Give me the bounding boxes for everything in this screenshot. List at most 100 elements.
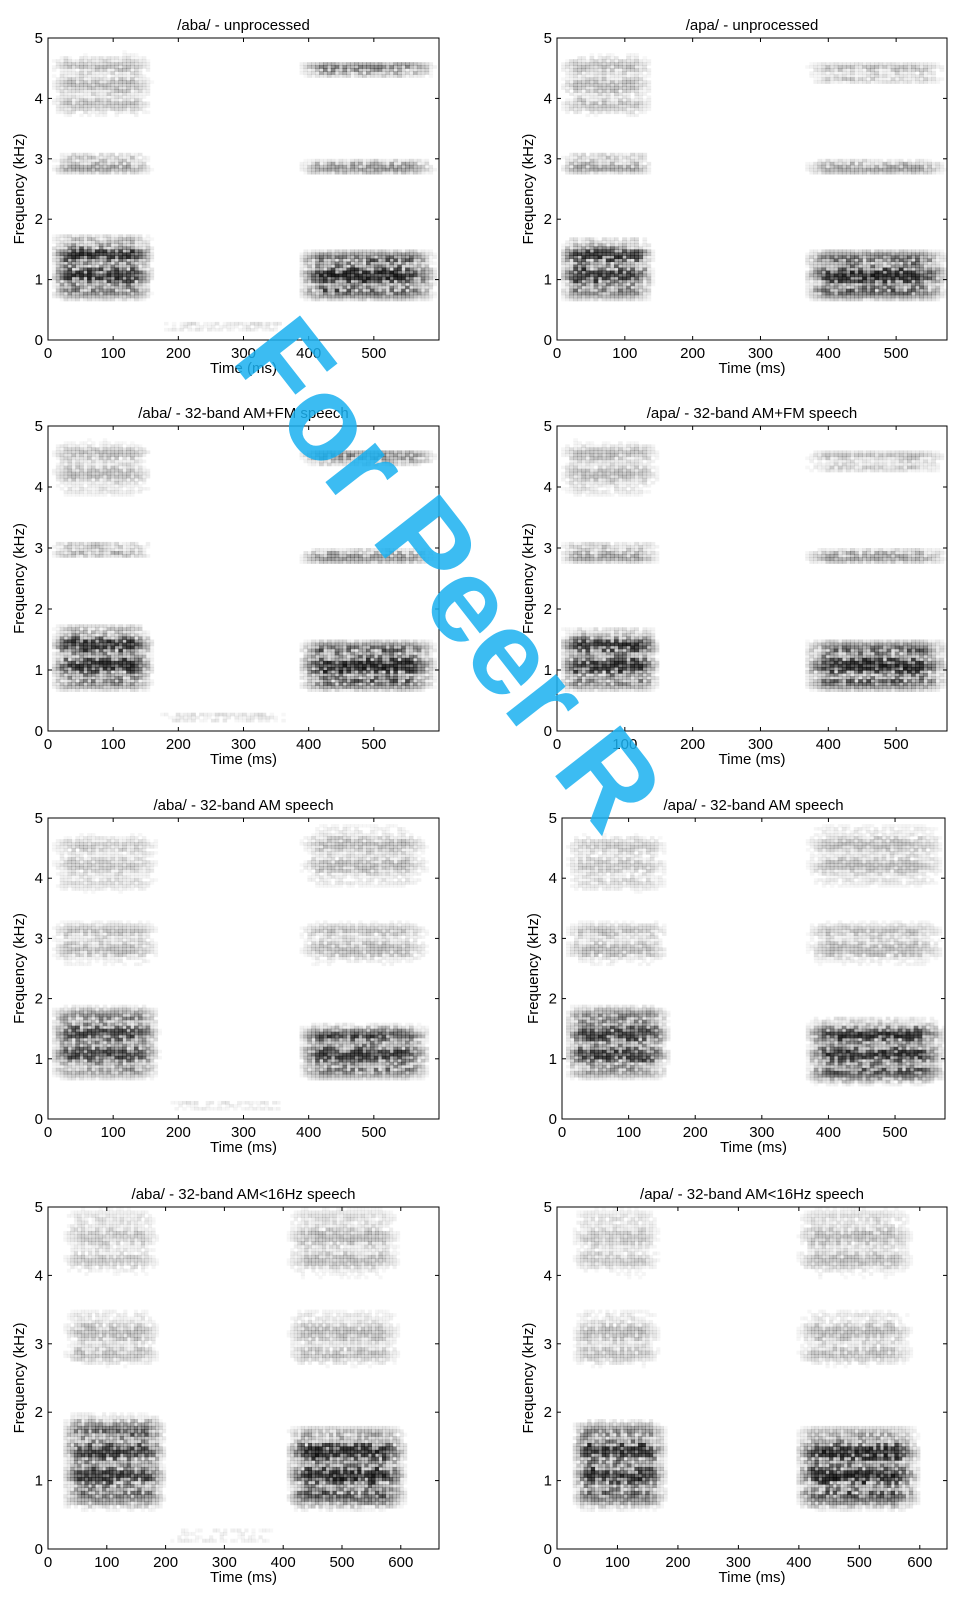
- energy-cell: [874, 291, 880, 296]
- energy-cell: [114, 685, 119, 689]
- energy-cell: [102, 89, 108, 93]
- energy-cell: [110, 252, 116, 257]
- energy-cell: [927, 279, 932, 284]
- energy-cell: [98, 679, 104, 683]
- energy-cell: [412, 62, 418, 66]
- energy-cell: [63, 468, 69, 473]
- energy-cell: [75, 462, 80, 467]
- energy-cell: [130, 294, 135, 299]
- energy-cell: [118, 161, 123, 166]
- energy-cell: [369, 273, 375, 278]
- energy-cell: [63, 237, 69, 241]
- energy-cell: [642, 291, 648, 296]
- energy-cell: [253, 327, 259, 332]
- energy-cell: [894, 282, 900, 287]
- energy-cell: [409, 288, 414, 293]
- energy-cell: [303, 255, 308, 260]
- energy-cell: [833, 170, 839, 175]
- energy-cell: [67, 666, 73, 671]
- energy-cell: [377, 164, 383, 169]
- energy-cell: [923, 276, 928, 281]
- energy-cell: [613, 240, 619, 244]
- energy-cell: [622, 261, 627, 266]
- energy-cell: [935, 276, 941, 281]
- energy-cell: [94, 95, 100, 99]
- energy-cell: [585, 288, 591, 293]
- energy-cell: [585, 240, 591, 244]
- energy-cell: [75, 240, 80, 244]
- energy-cell: [137, 639, 143, 644]
- energy-cell: [59, 456, 65, 461]
- energy-cell: [613, 246, 619, 250]
- energy-cell: [98, 56, 104, 60]
- energy-cell: [573, 276, 578, 281]
- energy-cell: [412, 285, 418, 290]
- energy-cell: [902, 65, 908, 69]
- energy-cell: [141, 679, 147, 683]
- energy-cell: [126, 161, 131, 166]
- energy-cell: [346, 276, 351, 281]
- energy-cell: [809, 258, 814, 263]
- energy-cell: [114, 74, 119, 78]
- energy-cell: [870, 77, 876, 81]
- energy-cell: [605, 155, 611, 160]
- energy-cell: [102, 660, 108, 665]
- energy-cell: [923, 158, 928, 163]
- energy-cell: [63, 459, 69, 464]
- energy-cell: [373, 288, 379, 293]
- energy-cell: [613, 95, 619, 99]
- energy-cell: [91, 98, 96, 103]
- energy-cell: [315, 267, 320, 272]
- energy-cell: [87, 679, 92, 683]
- energy-cell: [626, 288, 631, 293]
- energy-cell: [369, 170, 375, 175]
- energy-cell: [106, 657, 112, 662]
- energy-cell: [71, 624, 76, 628]
- energy-cell: [601, 74, 607, 78]
- energy-cell: [581, 83, 587, 87]
- energy-cell: [609, 167, 615, 172]
- energy-cell: [55, 89, 61, 93]
- energy-cell: [63, 246, 69, 250]
- energy-cell: [67, 636, 73, 641]
- energy-cell: [102, 110, 108, 115]
- energy-cell: [83, 237, 88, 241]
- energy-cell: [919, 255, 924, 260]
- energy-cell: [605, 98, 611, 103]
- energy-cell: [342, 288, 348, 293]
- energy-cell: [622, 252, 627, 257]
- energy-cell: [106, 92, 112, 96]
- energy-cell: [87, 161, 92, 166]
- energy-cell: [319, 167, 324, 172]
- energy-cell: [389, 258, 394, 263]
- energy-cell: [902, 273, 908, 278]
- energy-cell: [299, 264, 305, 269]
- energy-cell: [145, 294, 151, 299]
- energy-cell: [597, 170, 603, 175]
- energy-cell: [87, 627, 92, 631]
- energy-cell: [601, 107, 607, 112]
- energy-cell: [330, 291, 336, 296]
- energy-cell: [273, 327, 278, 332]
- energy-cell: [837, 258, 843, 263]
- energy-cell: [874, 255, 880, 260]
- energy-cell: [915, 252, 920, 257]
- energy-cell: [369, 285, 375, 290]
- energy-cell: [110, 104, 116, 109]
- energy-cell: [145, 92, 151, 96]
- energy-cell: [622, 98, 627, 103]
- energy-cell: [854, 249, 859, 254]
- energy-cell: [64, 441, 69, 445]
- energy-cell: [67, 104, 73, 109]
- energy-cell: [315, 273, 320, 278]
- energy-cell: [315, 261, 320, 266]
- energy-cell: [428, 285, 434, 290]
- energy-cell: [405, 170, 410, 175]
- energy-cell: [118, 654, 123, 659]
- energy-cell: [618, 252, 623, 257]
- energy-cell: [94, 264, 100, 269]
- energy-cell: [110, 673, 116, 677]
- energy-cell: [67, 92, 73, 96]
- energy-cell: [622, 152, 627, 157]
- energy-cell: [338, 170, 344, 175]
